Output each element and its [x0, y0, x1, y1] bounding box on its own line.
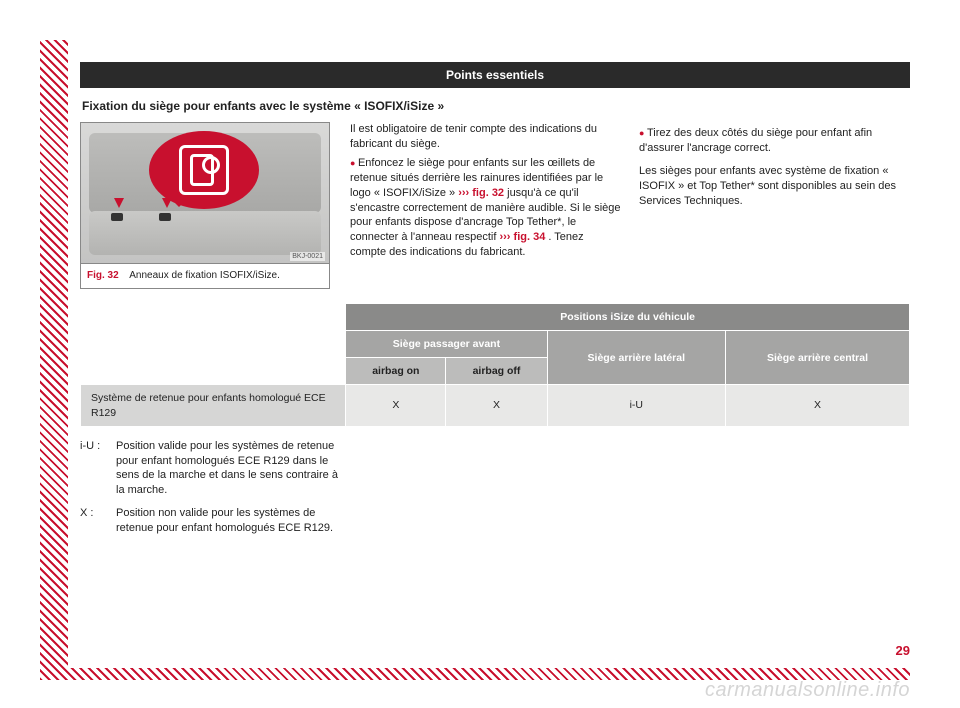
- content-columns: BKJ-0021 Fig. 32 Anneaux de fixation ISO…: [80, 122, 910, 289]
- th-airbag-off: airbag off: [446, 358, 547, 385]
- hatch-pattern-left: [40, 40, 68, 680]
- isize-table: Positions iSize du véhicule Siège passag…: [80, 303, 910, 427]
- child-seat-icon: [179, 145, 229, 195]
- fig-ref-34: ››› fig. 34: [499, 231, 545, 243]
- th-front-passenger: Siège passager avant: [346, 331, 547, 358]
- figure-number: Fig. 32: [87, 270, 119, 281]
- fig-ref-32: ››› fig. 32: [458, 187, 504, 199]
- def-key-x: X :: [80, 506, 116, 536]
- paragraph-3: Les sièges pour enfants avec système de …: [639, 164, 910, 209]
- col-body-2: Tirez des deux côtés du siège pour enfan…: [639, 122, 910, 289]
- speech-bubble: [149, 131, 259, 209]
- intro-paragraph: Il est obligatoire de tenir compte des i…: [350, 122, 621, 152]
- seat-bottom-shape: [89, 211, 321, 255]
- th-positions: Positions iSize du véhicule: [346, 303, 910, 330]
- watermark: carmanualsonline.info: [705, 679, 910, 702]
- def-key-iu: i-U :: [80, 439, 116, 498]
- th-airbag-on: airbag on: [346, 358, 446, 385]
- cell-airbag-off: X: [446, 385, 547, 426]
- cell-rear-center: X: [726, 385, 910, 426]
- definition-iu: i-U : Position valide pour les systèmes …: [80, 439, 340, 498]
- figure-code: BKJ-0021: [290, 252, 325, 261]
- th-rear-center: Siège arrière central: [726, 331, 910, 385]
- bullet-2: Tirez des deux côtés du siège pour enfan…: [639, 126, 910, 156]
- col-figure: BKJ-0021 Fig. 32 Anneaux de fixation ISO…: [80, 122, 332, 289]
- section-subtitle: Fixation du siège pour enfants avec le s…: [80, 88, 910, 122]
- row-label: Système de retenue pour enfants homologu…: [81, 385, 346, 426]
- bullet-1: Enfoncez le siège pour enfants sur les œ…: [350, 156, 621, 260]
- page-number: 29: [896, 642, 910, 660]
- page-content: Points essentiels Fixation du siège pour…: [80, 62, 910, 658]
- figure-caption-text: Anneaux de fixation ISOFIX/iSize.: [129, 270, 280, 281]
- figure-box: BKJ-0021 Fig. 32 Anneaux de fixation ISO…: [80, 122, 330, 289]
- cell-airbag-on: X: [346, 385, 446, 426]
- figure-caption: Fig. 32 Anneaux de fixation ISOFIX/iSize…: [81, 263, 329, 288]
- page-title: Points essentiels: [80, 62, 910, 88]
- th-rear-side: Siège arrière latéral: [547, 331, 725, 385]
- cell-rear-side: i-U: [547, 385, 725, 426]
- def-text-x: Position non valide pour les systèmes de…: [116, 506, 340, 536]
- definition-x: X : Position non valide pour les système…: [80, 506, 340, 536]
- definitions-block: i-U : Position valide pour les systèmes …: [80, 439, 340, 536]
- bullet-2-text: Tirez des deux côtés du siège pour enfan…: [639, 127, 872, 154]
- def-text-iu: Position valide pour les systèmes de ret…: [116, 439, 340, 498]
- isofix-anchor-icon: [111, 213, 123, 221]
- arrow-down-icon: [114, 198, 124, 213]
- figure-image: BKJ-0021: [81, 123, 329, 263]
- col-body-1: Il est obligatoire de tenir compte des i…: [350, 122, 621, 289]
- hatch-pattern-bottom: [40, 668, 910, 680]
